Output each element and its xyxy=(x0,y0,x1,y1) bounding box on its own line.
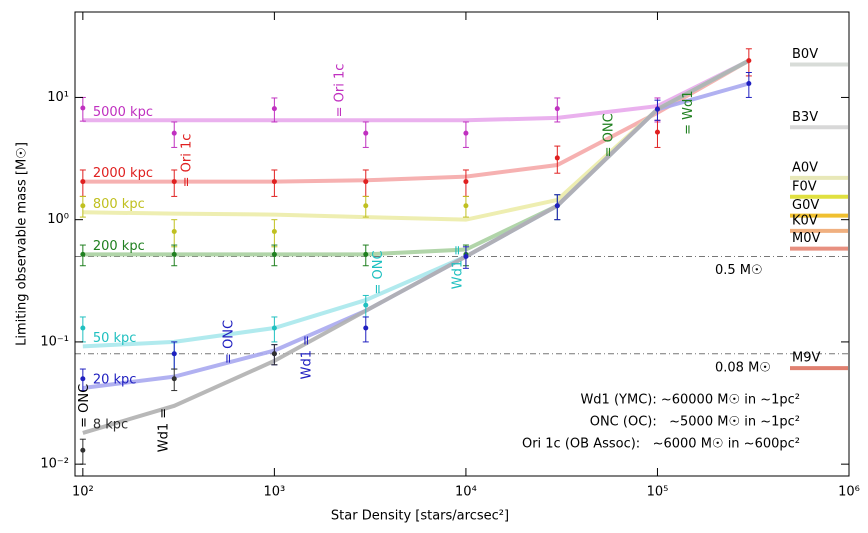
annotation: Wd1 = xyxy=(451,245,466,289)
series-line xyxy=(82,58,750,184)
point xyxy=(363,325,369,331)
spectral-label: F0V xyxy=(792,179,817,194)
x-tick-label: 10³ xyxy=(264,485,286,500)
point xyxy=(80,251,86,257)
annotation: = ONC xyxy=(371,250,386,294)
annotation: = Ori 1c xyxy=(332,64,347,118)
x-axis-label: Star Density [stars/arcsec²] xyxy=(331,509,509,524)
x-tick-label: 10⁵ xyxy=(647,485,669,500)
series-line xyxy=(82,58,750,435)
point xyxy=(271,325,277,331)
point xyxy=(271,106,277,112)
spectral-label: B0V xyxy=(792,47,818,62)
point xyxy=(80,376,86,382)
reference-label: 0.5 M☉ xyxy=(715,263,763,278)
point xyxy=(363,302,369,308)
point xyxy=(463,130,469,136)
plot-frame xyxy=(74,11,850,477)
series-line xyxy=(82,58,750,349)
y-tick-label: 10⁰ xyxy=(47,212,69,227)
note: ONC (OC): ~5000 M☉ in ~1pc² xyxy=(590,415,800,430)
spectral-label: M0V xyxy=(792,231,820,246)
point xyxy=(554,155,560,161)
point xyxy=(271,351,277,357)
note: Wd1 (YMC): ~60000 M☉ in ~1pc² xyxy=(580,393,800,408)
point xyxy=(171,351,177,357)
spectral-label: B3V xyxy=(792,110,818,125)
annotation: = Ori 1c xyxy=(180,134,195,188)
annotation: = ONC xyxy=(222,320,237,364)
point xyxy=(746,58,752,64)
x-tick-label: 10² xyxy=(72,485,94,500)
point xyxy=(363,130,369,136)
annotation: Wd1 = xyxy=(156,408,171,452)
point xyxy=(654,129,660,135)
point xyxy=(271,251,277,257)
plot-area xyxy=(75,48,849,465)
point xyxy=(80,203,86,209)
point xyxy=(171,130,177,136)
point xyxy=(363,251,369,257)
spectral-label: M9V xyxy=(792,351,820,366)
y-tick-label: 10⁻¹ xyxy=(40,334,69,349)
point xyxy=(80,325,86,331)
x-tick-label: 10⁶ xyxy=(838,485,860,500)
point xyxy=(554,106,560,112)
point xyxy=(746,81,752,87)
series-label: 50 kpc xyxy=(93,331,137,346)
x-tick-label: 10⁴ xyxy=(455,485,477,500)
series-line xyxy=(82,58,750,123)
point xyxy=(80,179,86,185)
point xyxy=(171,376,177,382)
y-tick-label: 10¹ xyxy=(47,90,69,105)
point xyxy=(554,203,560,209)
point xyxy=(363,179,369,185)
note: Ori 1c (OB Assoc): ~6000 M☉ in ~600pc² xyxy=(522,437,800,452)
y-tick-label: 10⁻² xyxy=(40,457,69,472)
annotation: = Wd1 xyxy=(681,91,696,135)
spectral-label: G0V xyxy=(792,198,819,213)
annotation: Wd1 = xyxy=(299,335,314,379)
spectral-label: A0V xyxy=(792,160,818,175)
series-label: 2000 kpc xyxy=(93,166,153,181)
annotation: = ONC xyxy=(602,113,617,157)
reference-label: 0.08 M☉ xyxy=(715,360,771,375)
series-label: 5000 kpc xyxy=(93,105,153,120)
point xyxy=(271,229,277,235)
point xyxy=(171,179,177,185)
series-label: 20 kpc xyxy=(93,372,137,387)
point xyxy=(80,105,86,111)
series-label: 200 kpc xyxy=(93,239,145,254)
point xyxy=(654,106,660,112)
series-label: 800 kpc xyxy=(93,197,145,212)
point xyxy=(463,179,469,185)
annotation: = ONC xyxy=(77,384,92,428)
point xyxy=(363,203,369,209)
point xyxy=(463,253,469,259)
point xyxy=(171,251,177,257)
point xyxy=(80,447,86,453)
y-axis-label: Limiting observable mass [M☉] xyxy=(15,142,30,346)
series-label: 8 kpc xyxy=(93,417,128,432)
point xyxy=(463,203,469,209)
point xyxy=(271,179,277,185)
point xyxy=(171,229,177,235)
spectral-label: K0V xyxy=(792,213,818,228)
